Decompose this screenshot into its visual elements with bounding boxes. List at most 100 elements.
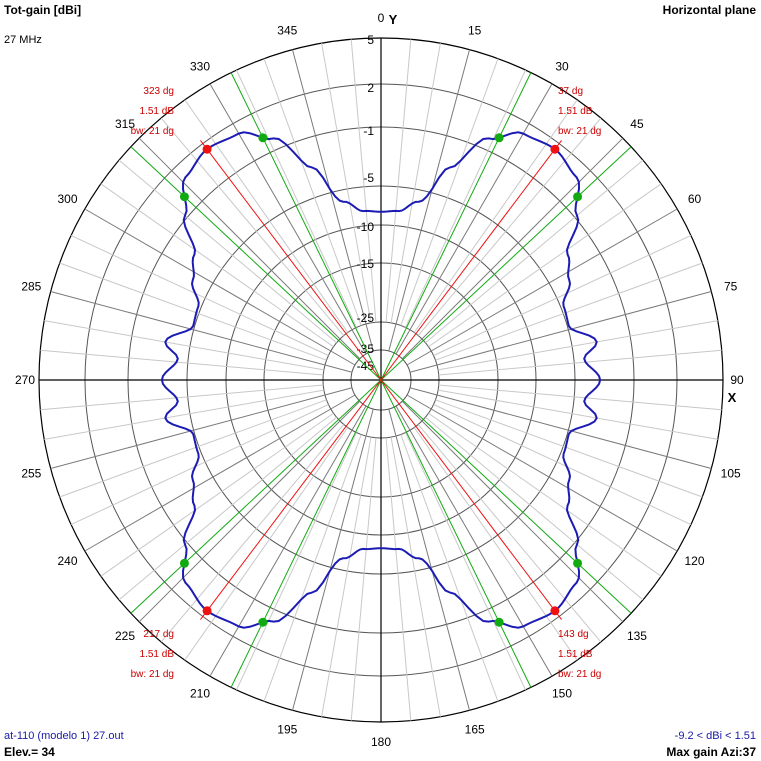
minor-spoke (350, 39, 377, 323)
minor-spoke (184, 99, 349, 333)
max-gain-marker (202, 144, 212, 154)
minor-spoke (413, 427, 578, 661)
beamwidth-line (130, 146, 382, 381)
max-gain-annotations: 37 dg 1.51 dB bw: 21 dg 143 dg 1.51 dB bw: 21… (131, 86, 602, 680)
minor-spoke (438, 349, 722, 376)
angle-label: 90 (730, 373, 744, 387)
major-spoke (401, 400, 624, 623)
minor-spoke (59, 262, 327, 361)
beamwidth-marker (179, 192, 189, 202)
plane-label: Horizontal plane (662, 3, 756, 17)
angle-label: 30 (555, 59, 569, 73)
angle-label: 15 (468, 23, 482, 37)
angle-label: 300 (57, 192, 77, 206)
max-gain-annotation: 1.51 dB (558, 649, 593, 660)
y-axis-label: Y (389, 12, 398, 27)
major-spoke (138, 137, 361, 360)
elevation-label: Elev.= 34 (4, 745, 55, 759)
minor-spoke (428, 183, 662, 348)
major-spoke (409, 291, 712, 373)
angle-label: 285 (21, 279, 41, 293)
major-spoke (395, 83, 553, 355)
beamwidth-line (380, 379, 532, 688)
marker-lines (130, 72, 632, 688)
beamwidth-marker (494, 617, 504, 627)
minor-spoke (385, 39, 412, 323)
angle-label: 60 (688, 192, 702, 206)
minor-spoke (70, 235, 329, 356)
max-gain-label: Max gain Azi:37 (666, 745, 756, 759)
max-gain-line (200, 379, 382, 620)
minor-spoke (118, 159, 337, 344)
minor-spoke (100, 412, 334, 577)
angle-label: 255 (21, 467, 41, 481)
major-spoke (84, 208, 356, 366)
minor-spoke (405, 432, 526, 691)
minor-spoke (40, 349, 324, 376)
major-spoke (84, 394, 356, 552)
minor-spoke (428, 412, 662, 577)
max-gain-annotation: 143 dg (558, 629, 589, 640)
angle-label: 225 (115, 629, 135, 643)
max-gain-annotation: 217 dg (143, 629, 174, 640)
max-gain-line (200, 140, 382, 381)
minor-spoke (160, 424, 345, 643)
gain-range-label: -9.2 < dBi < 1.51 (674, 730, 756, 742)
angle-label: 240 (57, 554, 77, 568)
minor-spoke (160, 117, 345, 336)
minor-spoke (385, 437, 412, 721)
ring-label: 2 (367, 81, 374, 95)
minor-spoke (390, 43, 441, 323)
minor-spoke (438, 389, 718, 440)
minor-spoke (350, 437, 377, 721)
beamwidth-marker (573, 558, 583, 568)
minor-spoke (425, 416, 644, 601)
major-spoke (395, 405, 553, 677)
minor-spoke (100, 183, 334, 348)
quantity-label: Tot-gain [dBi] (4, 3, 82, 17)
minor-spoke (425, 159, 644, 344)
major-spoke (292, 49, 374, 352)
minor-spoke (44, 320, 324, 371)
minor-spoke (321, 437, 372, 717)
angle-label: 105 (721, 467, 741, 481)
max-gain-line (380, 379, 562, 620)
angle-label: 150 (552, 687, 572, 701)
beamwidth-line (230, 72, 382, 381)
minor-spoke (400, 58, 499, 326)
major-spoke (50, 291, 353, 373)
minor-spoke (400, 434, 499, 702)
major-spoke (401, 137, 624, 360)
minor-spoke (433, 404, 692, 525)
max-gain-annotation: 1.51 dB (558, 106, 593, 117)
beamwidth-marker (258, 133, 268, 143)
max-gain-marker (550, 144, 560, 154)
max-gain-marker (202, 606, 212, 616)
minor-spoke (44, 389, 324, 440)
major-spoke (388, 49, 470, 352)
max-gain-annotation: 37 dg (558, 86, 583, 97)
beamwidth-marker (258, 617, 268, 627)
minor-spoke (118, 416, 337, 601)
max-gain-marker (550, 606, 560, 616)
beamwidth-marker (179, 558, 189, 568)
ring-label: -25 (357, 311, 375, 325)
minor-spoke (417, 424, 602, 643)
angle-label: 330 (190, 59, 210, 73)
angle-label: 45 (630, 117, 644, 131)
ring-label: -5 (363, 171, 374, 185)
ring-label: 5 (367, 33, 374, 47)
angle-labels: 0153045607590105120135150165180195210225… (15, 11, 744, 749)
major-spoke (388, 408, 470, 711)
angle-label: 180 (371, 735, 391, 749)
file-label: at-110 (modelo 1) 27.out (4, 730, 124, 742)
minor-spoke (70, 404, 329, 525)
max-gain-annotation: bw: 21 dg (131, 126, 174, 137)
minor-spoke (59, 399, 327, 498)
beamwidth-line (230, 379, 382, 688)
angle-label: 135 (627, 629, 647, 643)
max-gain-annotation: bw: 21 dg (131, 669, 174, 680)
beamwidth-line (380, 379, 632, 614)
max-gain-annotation: 1.51 dB (140, 649, 175, 660)
